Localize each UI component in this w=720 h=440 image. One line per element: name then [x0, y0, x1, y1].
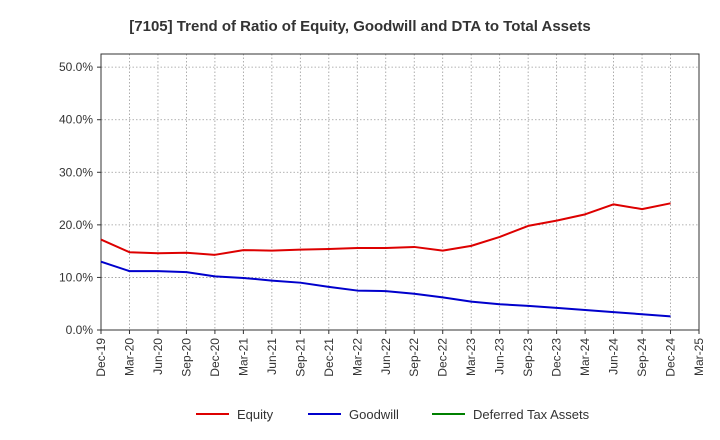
legend-label: Goodwill	[349, 407, 399, 422]
x-axis: Dec-19 Mar-20 Jun-20 Sep-20 Dec-20 Mar-21 Jun-…	[94, 330, 706, 377]
x-tick-label: Mar-25	[692, 338, 706, 376]
x-tick-label: Sep-21	[293, 338, 307, 377]
series-line-goodwill	[100, 260, 671, 318]
series-line-equity	[100, 202, 671, 256]
x-tick-label: Jun-22	[379, 338, 393, 375]
x-tick-label: Sep-22	[407, 338, 421, 377]
x-tick-label: Dec-19	[94, 338, 108, 377]
x-tick-label: Jun-20	[151, 338, 165, 375]
x-tick-label: Dec-23	[550, 338, 564, 377]
x-tick-label: Jun-23	[493, 338, 507, 375]
series-lines	[100, 202, 671, 318]
x-tick-label: Dec-22	[436, 338, 450, 377]
y-tick-label: 50.0%	[59, 60, 93, 74]
plot-area	[100, 53, 700, 331]
x-tick-label: Dec-24	[664, 338, 678, 377]
legend: Equity Goodwill Deferred Tax Assets	[196, 407, 590, 422]
x-tick-label: Sep-20	[179, 338, 193, 377]
y-axis: 0.0% 10.0% 20.0% 30.0% 40.0% 50.0%	[59, 60, 101, 337]
legend-label: Equity	[237, 407, 274, 422]
x-tick-label: Sep-24	[635, 338, 649, 377]
y-tick-label: 40.0%	[59, 113, 93, 127]
x-tick-label: Dec-21	[322, 338, 336, 377]
grid	[101, 54, 699, 330]
legend-label: Deferred Tax Assets	[473, 407, 590, 422]
x-tick-label: Mar-24	[578, 338, 592, 376]
y-tick-label: 10.0%	[59, 270, 93, 284]
y-tick-label: 0.0%	[66, 323, 94, 337]
x-tick-label: Mar-21	[236, 338, 250, 376]
x-tick-label: Mar-20	[122, 338, 136, 376]
x-tick-label: Mar-23	[464, 338, 478, 376]
x-tick-label: Mar-22	[350, 338, 364, 376]
y-tick-label: 20.0%	[59, 218, 93, 232]
chart-title: [7105] Trend of Ratio of Equity, Goodwil…	[129, 18, 590, 35]
x-tick-label: Jun-24	[607, 338, 621, 375]
x-tick-label: Sep-23	[521, 338, 535, 377]
x-tick-label: Jun-21	[265, 338, 279, 375]
y-tick-label: 30.0%	[59, 165, 93, 179]
x-tick-label: Dec-20	[208, 338, 222, 377]
